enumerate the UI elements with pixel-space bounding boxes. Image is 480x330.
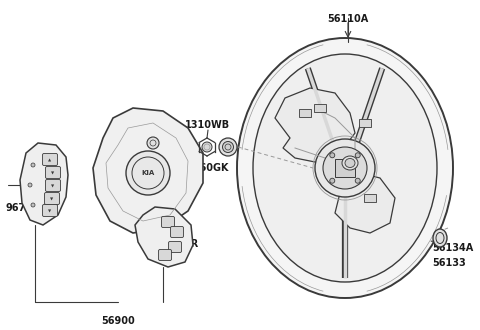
FancyBboxPatch shape — [45, 192, 60, 205]
Text: 1310WB: 1310WB — [185, 120, 230, 130]
Text: 96710R: 96710R — [158, 239, 199, 249]
FancyBboxPatch shape — [359, 119, 371, 127]
FancyBboxPatch shape — [299, 109, 311, 117]
FancyBboxPatch shape — [46, 167, 60, 179]
Text: ▲: ▲ — [48, 158, 51, 162]
Ellipse shape — [237, 38, 453, 298]
Circle shape — [126, 151, 170, 195]
Ellipse shape — [253, 54, 437, 282]
Circle shape — [202, 142, 212, 152]
Text: ▼: ▼ — [48, 210, 51, 214]
Polygon shape — [135, 207, 193, 267]
Circle shape — [31, 163, 35, 167]
FancyBboxPatch shape — [364, 194, 376, 202]
Polygon shape — [275, 88, 355, 163]
Ellipse shape — [323, 147, 367, 189]
Ellipse shape — [345, 158, 355, 168]
Circle shape — [355, 153, 360, 158]
FancyBboxPatch shape — [335, 159, 355, 177]
Circle shape — [28, 183, 32, 187]
FancyBboxPatch shape — [314, 104, 326, 112]
Circle shape — [223, 142, 233, 152]
Ellipse shape — [315, 139, 375, 197]
FancyBboxPatch shape — [170, 226, 183, 238]
Circle shape — [355, 178, 360, 183]
Polygon shape — [93, 108, 203, 233]
Text: 56133: 56133 — [432, 258, 466, 268]
Text: ▼: ▼ — [50, 197, 54, 202]
Circle shape — [31, 203, 35, 207]
FancyBboxPatch shape — [161, 216, 175, 227]
Text: 96710L: 96710L — [5, 203, 45, 213]
Text: 56134A: 56134A — [432, 243, 473, 253]
Circle shape — [330, 178, 335, 183]
Text: ▼: ▼ — [51, 184, 55, 188]
Circle shape — [219, 138, 237, 156]
FancyBboxPatch shape — [158, 249, 171, 260]
Text: 56110A: 56110A — [327, 14, 369, 24]
Text: 56900: 56900 — [101, 316, 135, 326]
FancyBboxPatch shape — [168, 242, 181, 252]
Text: 1360GK: 1360GK — [187, 163, 229, 173]
Circle shape — [330, 153, 335, 158]
Polygon shape — [20, 143, 68, 225]
Circle shape — [147, 137, 159, 149]
FancyBboxPatch shape — [43, 153, 58, 166]
FancyBboxPatch shape — [46, 180, 60, 191]
Ellipse shape — [342, 156, 358, 170]
Text: ▼: ▼ — [51, 172, 55, 176]
Text: KIA: KIA — [142, 170, 155, 176]
Polygon shape — [335, 173, 395, 233]
FancyBboxPatch shape — [43, 205, 58, 216]
Ellipse shape — [433, 229, 447, 247]
